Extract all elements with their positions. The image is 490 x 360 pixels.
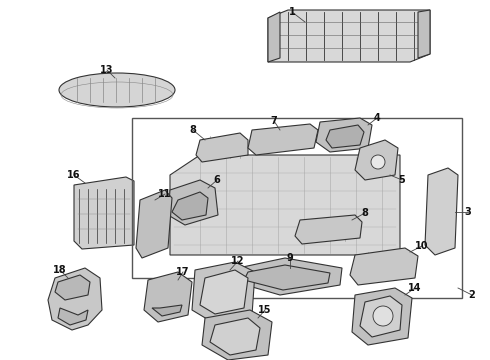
Polygon shape [352, 288, 412, 345]
Text: 17: 17 [176, 267, 190, 277]
Polygon shape [74, 177, 134, 249]
Polygon shape [244, 265, 330, 290]
Polygon shape [170, 155, 400, 255]
Text: 14: 14 [408, 283, 422, 293]
Polygon shape [55, 275, 90, 300]
Polygon shape [316, 118, 372, 152]
Text: 12: 12 [231, 256, 245, 266]
Polygon shape [202, 310, 272, 360]
Text: 9: 9 [287, 253, 294, 263]
Text: 3: 3 [465, 207, 471, 217]
Text: 11: 11 [158, 189, 172, 199]
Polygon shape [248, 124, 318, 155]
Polygon shape [425, 168, 458, 255]
Circle shape [371, 155, 385, 169]
Text: 2: 2 [468, 290, 475, 300]
Polygon shape [360, 296, 402, 337]
Text: 7: 7 [270, 116, 277, 126]
Polygon shape [268, 12, 280, 62]
Text: 8: 8 [190, 125, 196, 135]
Text: 15: 15 [258, 305, 272, 315]
Polygon shape [418, 10, 430, 58]
Polygon shape [48, 268, 102, 330]
Polygon shape [355, 140, 398, 180]
Text: 5: 5 [399, 175, 405, 185]
Polygon shape [350, 248, 418, 285]
Polygon shape [168, 180, 218, 225]
Polygon shape [326, 125, 364, 148]
Polygon shape [295, 215, 362, 244]
Text: 1: 1 [289, 7, 295, 17]
Text: 6: 6 [214, 175, 220, 185]
Text: 13: 13 [100, 65, 114, 75]
Text: 18: 18 [53, 265, 67, 275]
Polygon shape [235, 258, 342, 295]
Polygon shape [196, 133, 248, 162]
Text: 8: 8 [362, 208, 368, 218]
Circle shape [373, 306, 393, 326]
Polygon shape [58, 308, 88, 325]
Polygon shape [144, 272, 192, 322]
Polygon shape [192, 262, 255, 322]
Ellipse shape [59, 73, 175, 107]
Polygon shape [152, 305, 182, 316]
Polygon shape [172, 192, 208, 220]
Polygon shape [268, 10, 430, 62]
Text: 16: 16 [67, 170, 81, 180]
Text: 10: 10 [415, 241, 429, 251]
Polygon shape [200, 270, 248, 314]
Polygon shape [210, 318, 260, 355]
Text: 4: 4 [374, 113, 380, 123]
Polygon shape [136, 190, 172, 258]
